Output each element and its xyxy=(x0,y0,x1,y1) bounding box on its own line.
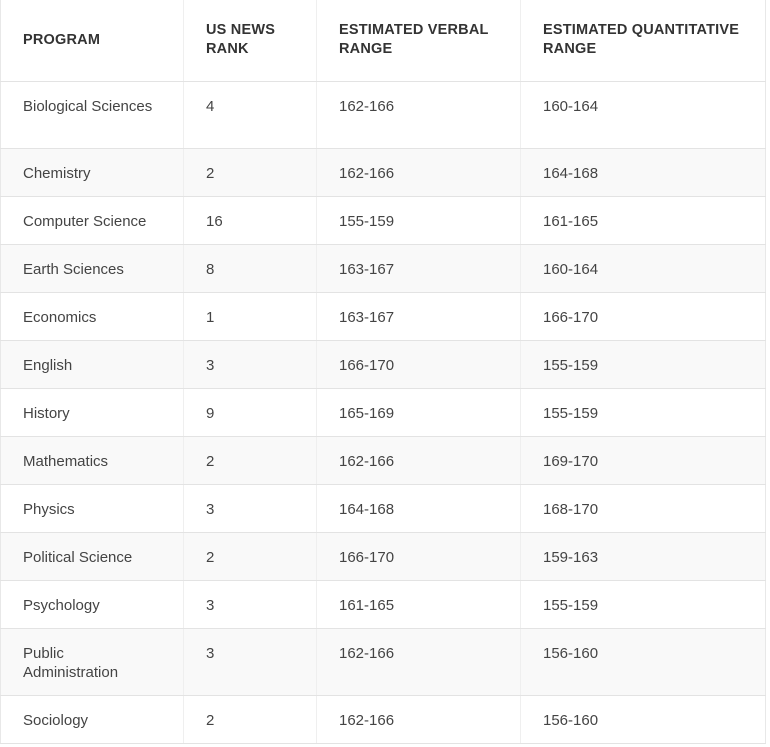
quant-cell: 164-168 xyxy=(520,148,766,197)
verbal-cell: 166-170 xyxy=(316,532,521,581)
program-cell: Public Administration xyxy=(0,628,184,696)
program-cell: Mathematics xyxy=(0,436,184,485)
verbal-cell: 162-166 xyxy=(316,81,521,149)
program-cell: English xyxy=(0,340,184,389)
verbal-cell: 162-166 xyxy=(316,695,521,744)
verbal-cell: 155-159 xyxy=(316,196,521,245)
quant-cell: 160-164 xyxy=(520,244,766,293)
table-row: Physics 3 164-168 168-170 xyxy=(0,484,766,533)
quant-cell: 160-164 xyxy=(520,81,766,149)
rank-cell: 2 xyxy=(183,695,317,744)
header-quant: ESTIMATED QUANTITATIVE RANGE xyxy=(520,0,766,82)
table-row: History 9 165-169 155-159 xyxy=(0,388,766,437)
quant-cell: 155-159 xyxy=(520,580,766,629)
verbal-cell: 164-168 xyxy=(316,484,521,533)
table-row: English 3 166-170 155-159 xyxy=(0,340,766,389)
verbal-cell: 163-167 xyxy=(316,292,521,341)
table-row: Biological Sciences 4 162-166 160-164 xyxy=(0,81,766,149)
header-verbal: ESTIMATED VERBAL RANGE xyxy=(316,0,521,82)
quant-cell: 155-159 xyxy=(520,388,766,437)
rank-cell: 3 xyxy=(183,628,317,696)
rank-cell: 2 xyxy=(183,148,317,197)
table-row: Computer Science 16 155-159 161-165 xyxy=(0,196,766,245)
rank-cell: 8 xyxy=(183,244,317,293)
rank-cell: 2 xyxy=(183,532,317,581)
program-cell: Political Science xyxy=(0,532,184,581)
rank-cell: 1 xyxy=(183,292,317,341)
rank-cell: 3 xyxy=(183,580,317,629)
table-row: Mathematics 2 162-166 169-170 xyxy=(0,436,766,485)
program-cell: Sociology xyxy=(0,695,184,744)
rank-cell: 2 xyxy=(183,436,317,485)
header-program: PROGRAM xyxy=(0,0,184,82)
program-cell: Chemistry xyxy=(0,148,184,197)
table-row: Psychology 3 161-165 155-159 xyxy=(0,580,766,629)
quant-cell: 166-170 xyxy=(520,292,766,341)
quant-cell: 155-159 xyxy=(520,340,766,389)
table-row: Political Science 2 166-170 159-163 xyxy=(0,532,766,581)
rank-cell: 3 xyxy=(183,340,317,389)
verbal-cell: 162-166 xyxy=(316,436,521,485)
program-cell: Economics xyxy=(0,292,184,341)
verbal-cell: 161-165 xyxy=(316,580,521,629)
table-row: Economics 1 163-167 166-170 xyxy=(0,292,766,341)
program-cell: Computer Science xyxy=(0,196,184,245)
program-cell: Biological Sciences xyxy=(0,81,184,149)
verbal-cell: 165-169 xyxy=(316,388,521,437)
program-cell: History xyxy=(0,388,184,437)
header-rank: US NEWS RANK xyxy=(183,0,317,82)
verbal-cell: 162-166 xyxy=(316,148,521,197)
program-cell: Physics xyxy=(0,484,184,533)
rank-cell: 4 xyxy=(183,81,317,149)
verbal-cell: 163-167 xyxy=(316,244,521,293)
table-row: Public Administration 3 162-166 156-160 xyxy=(0,628,766,696)
quant-cell: 156-160 xyxy=(520,628,766,696)
table-row: Sociology 2 162-166 156-160 xyxy=(0,695,766,744)
table-row: Chemistry 2 162-166 164-168 xyxy=(0,148,766,197)
verbal-cell: 162-166 xyxy=(316,628,521,696)
program-cell: Earth Sciences xyxy=(0,244,184,293)
quant-cell: 169-170 xyxy=(520,436,766,485)
quant-cell: 156-160 xyxy=(520,695,766,744)
quant-cell: 168-170 xyxy=(520,484,766,533)
program-cell: Psychology xyxy=(0,580,184,629)
table-header-row: PROGRAM US NEWS RANK ESTIMATED VERBAL RA… xyxy=(0,0,766,82)
rank-cell: 16 xyxy=(183,196,317,245)
rank-cell: 9 xyxy=(183,388,317,437)
table-row: Earth Sciences 8 163-167 160-164 xyxy=(0,244,766,293)
quant-cell: 159-163 xyxy=(520,532,766,581)
rank-cell: 3 xyxy=(183,484,317,533)
quant-cell: 161-165 xyxy=(520,196,766,245)
verbal-cell: 166-170 xyxy=(316,340,521,389)
